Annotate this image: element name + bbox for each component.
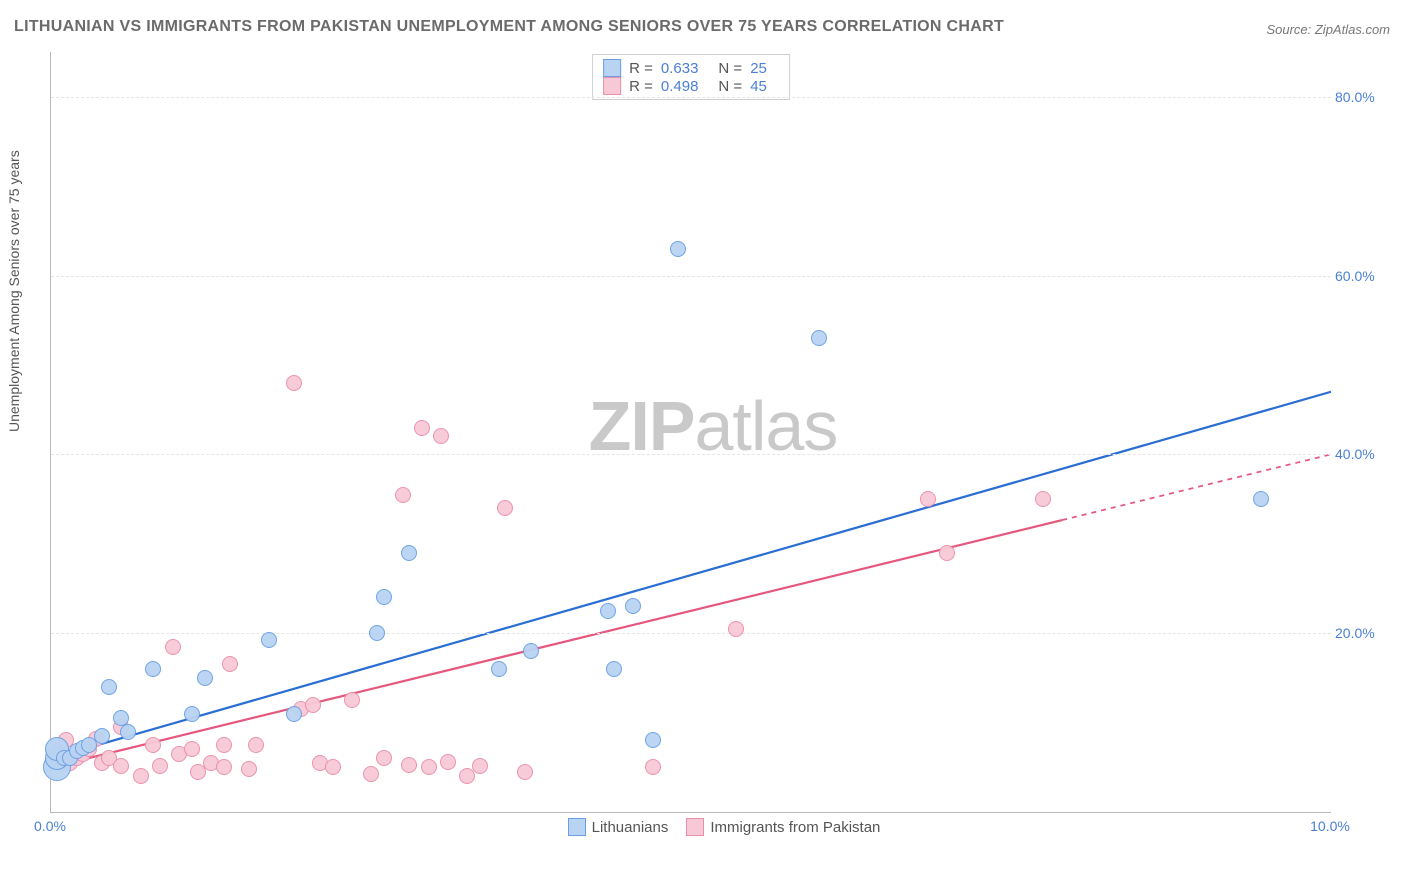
scatter-point-pink: [248, 737, 264, 753]
legend-r-label: R =: [629, 78, 653, 95]
scatter-point-pink: [216, 759, 232, 775]
scatter-point-blue: [401, 545, 417, 561]
legend-n-label: N =: [718, 60, 742, 77]
x-tick-label: 10.0%: [1310, 818, 1350, 834]
scatter-point-pink: [133, 768, 149, 784]
scatter-point-pink: [920, 491, 936, 507]
scatter-point-pink: [305, 697, 321, 713]
gridline-h: [51, 454, 1331, 455]
y-tick-label: 40.0%: [1335, 446, 1381, 462]
scatter-point-pink: [395, 487, 411, 503]
x-tick-label: 0.0%: [34, 818, 66, 834]
scatter-point-pink: [414, 420, 430, 436]
scatter-point-pink: [517, 764, 533, 780]
scatter-point-pink: [286, 375, 302, 391]
legend-swatch: [568, 818, 586, 836]
scatter-point-pink: [401, 757, 417, 773]
legend-row: R = 0.633 N = 25: [603, 59, 779, 77]
scatter-point-pink: [939, 545, 955, 561]
scatter-point-blue: [670, 241, 686, 257]
legend-swatch: [686, 818, 704, 836]
legend-swatch: [603, 59, 621, 77]
trend-line-pink: [51, 520, 1062, 767]
legend-n-value: 45: [750, 78, 767, 95]
chart-source: Source: ZipAtlas.com: [1266, 22, 1390, 37]
trend-line-dashed-pink: [1062, 454, 1331, 520]
trend-lines-svg: [51, 52, 1331, 812]
legend-swatch: [603, 77, 621, 95]
legend-r-value: 0.498: [661, 78, 699, 95]
chart-title: LITHUANIAN VS IMMIGRANTS FROM PAKISTAN U…: [14, 18, 1004, 36]
scatter-point-blue: [197, 670, 213, 686]
y-tick-label: 80.0%: [1335, 89, 1381, 105]
scatter-point-blue: [645, 732, 661, 748]
scatter-point-blue: [491, 661, 507, 677]
scatter-point-pink: [421, 759, 437, 775]
scatter-point-pink: [344, 692, 360, 708]
legend-series-label: Immigrants from Pakistan: [710, 819, 880, 836]
plot-wrapper: Unemployment Among Seniors over 75 years…: [50, 52, 1380, 842]
scatter-point-pink: [1035, 491, 1051, 507]
scatter-point-blue: [120, 724, 136, 740]
scatter-point-pink: [165, 639, 181, 655]
gridline-h: [51, 276, 1331, 277]
scatter-point-blue: [286, 706, 302, 722]
scatter-point-blue: [1253, 491, 1269, 507]
scatter-point-pink: [472, 758, 488, 774]
y-axis-label: Unemployment Among Seniors over 75 years: [6, 150, 22, 432]
plot-area: ZIPatlas R =0.633N =25R =0.498N =45 20.0…: [50, 52, 1331, 813]
legend-n-value: 25: [750, 60, 767, 77]
scatter-point-blue: [261, 632, 277, 648]
scatter-point-blue: [523, 643, 539, 659]
scatter-point-pink: [440, 754, 456, 770]
y-tick-label: 60.0%: [1335, 268, 1381, 284]
scatter-point-pink: [216, 737, 232, 753]
trend-line-blue: [51, 392, 1331, 759]
scatter-point-pink: [645, 759, 661, 775]
scatter-point-pink: [728, 621, 744, 637]
y-tick-label: 20.0%: [1335, 625, 1381, 641]
scatter-point-blue: [101, 679, 117, 695]
legend-row: R = 0.498 N = 45: [603, 77, 779, 95]
series-legend: Lithuanians Immigrants from Pakistan: [50, 818, 1380, 836]
legend-series-label: Lithuanians: [592, 819, 669, 836]
correlation-legend: R = 0.633 N = 25 R = 0.498 N = 45: [592, 54, 790, 100]
legend-r-label: R =: [629, 60, 653, 77]
scatter-point-blue: [184, 706, 200, 722]
gridline-h: [51, 97, 1331, 98]
scatter-point-pink: [152, 758, 168, 774]
legend-r-value: 0.633: [661, 60, 699, 77]
scatter-point-blue: [811, 330, 827, 346]
gridline-h: [51, 633, 1331, 634]
scatter-point-pink: [325, 759, 341, 775]
scatter-point-blue: [600, 603, 616, 619]
legend-n-label: N =: [718, 78, 742, 95]
scatter-point-pink: [113, 758, 129, 774]
